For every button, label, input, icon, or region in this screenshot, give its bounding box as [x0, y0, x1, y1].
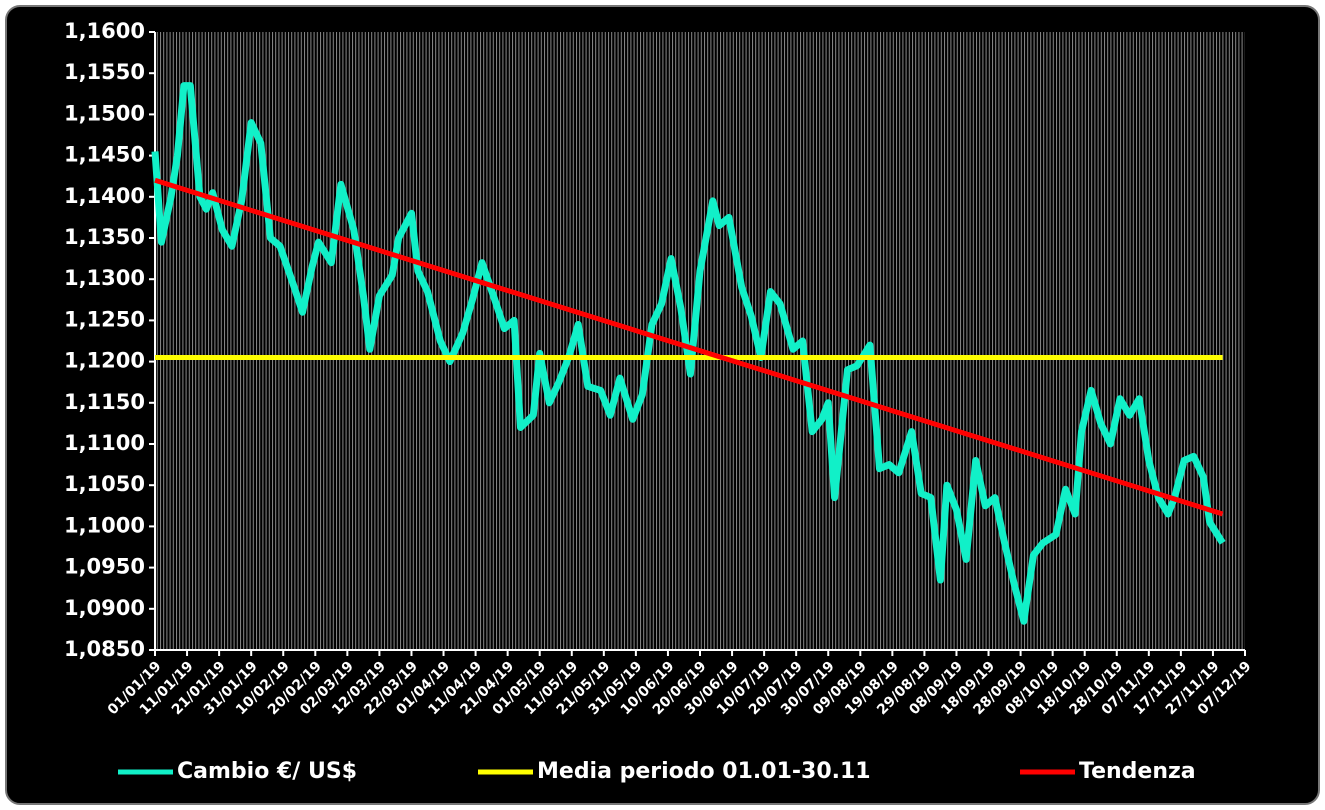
legend-label: Tendenza: [1079, 759, 1196, 784]
y-tick-label: 1,1500: [64, 101, 145, 125]
y-tick-label: 1,1150: [64, 390, 145, 414]
y-tick-label: 1,1600: [64, 19, 145, 43]
y-tick-label: 1,1350: [64, 225, 145, 249]
y-tick-label: 1,1100: [64, 431, 145, 455]
y-tick-label: 1,1250: [64, 307, 145, 331]
y-tick-label: 1,0900: [64, 596, 145, 620]
y-tick-label: 1,0850: [64, 637, 145, 661]
legend-label: Media periodo 01.01-30.11: [537, 759, 871, 784]
y-tick-label: 1,1050: [64, 472, 145, 496]
plot-area: [155, 32, 1245, 650]
legend-label: Cambio €/ US$: [177, 759, 357, 784]
y-tick-label: 1,1400: [64, 184, 145, 208]
series-line: [154, 177, 1224, 517]
y-tick-label: 1,1000: [64, 513, 145, 537]
y-tick-label: 1,1300: [64, 266, 145, 290]
series-line: [151, 82, 1226, 625]
y-tick-label: 1,0950: [64, 555, 145, 579]
y-tick-label: 1,1200: [64, 349, 145, 373]
y-tick-label: 1,1550: [64, 60, 145, 84]
y-tick-label: 1,1450: [64, 143, 145, 167]
